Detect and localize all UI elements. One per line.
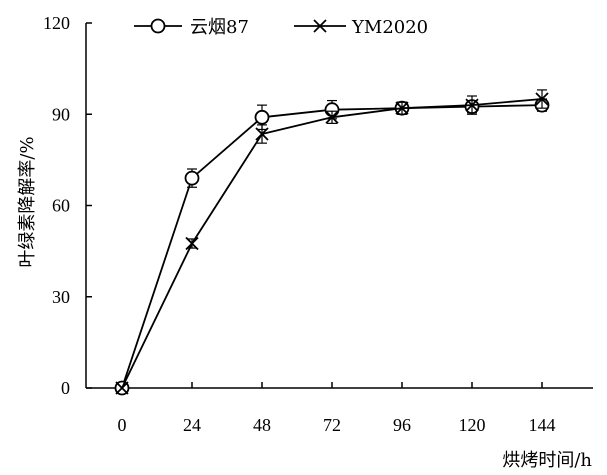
y-axis-title: 叶绿素降解率/%: [17, 136, 38, 267]
data-point: [255, 127, 269, 141]
x-tick-label: 120: [459, 415, 486, 435]
x-tick-label: 72: [323, 415, 341, 435]
data-point: [184, 170, 200, 186]
data-point: [325, 110, 339, 124]
legend: 云烟87 YM2020: [134, 17, 428, 38]
x-marker-stroke: [395, 101, 409, 115]
x-tick-label: 96: [393, 415, 411, 435]
x-marker-stroke: [465, 98, 479, 112]
legend-label: YM2020: [351, 17, 428, 38]
series-line: [121, 98, 543, 389]
x-axis-title: 烘烤时间/h: [502, 450, 592, 471]
x-marker-stroke: [255, 127, 269, 141]
y-tick-label: 0: [61, 378, 70, 398]
legend-marker: [313, 19, 327, 33]
series-line: [121, 104, 543, 389]
data-point: [115, 381, 129, 395]
x-marker-stroke: [185, 236, 199, 251]
x-marker-stroke: [115, 381, 129, 395]
x-tick-label: 48: [253, 415, 271, 435]
x-axis-ticks: 0 24 48 72 96 120 144: [118, 382, 556, 435]
y-tick-label: 90: [52, 104, 70, 124]
y-tick-label: 30: [52, 287, 70, 307]
series-layer: [114, 89, 550, 396]
x-marker-stroke: [535, 92, 549, 106]
x-marker-stroke: [313, 19, 327, 33]
x-marker-stroke: [325, 110, 339, 124]
data-point: [535, 92, 549, 106]
legend-marker: [150, 18, 166, 34]
legend-label: 云烟87: [190, 17, 249, 38]
series-circle: [114, 97, 550, 396]
data-point: [254, 109, 270, 125]
data-point: [395, 101, 409, 115]
y-tick-label: 120: [43, 13, 70, 33]
data-point: [465, 98, 479, 112]
legend-entry: 云烟87: [134, 17, 249, 38]
legend-entry: YM2020: [294, 17, 428, 38]
data-point: [185, 236, 199, 251]
series-x: [115, 89, 549, 395]
y-axis-ticks: 0 30 60 90 120: [43, 13, 92, 398]
x-tick-label: 24: [183, 415, 201, 435]
x-tick-label: 144: [529, 415, 556, 435]
y-tick-label: 60: [52, 196, 70, 216]
x-tick-label: 0: [118, 415, 127, 435]
